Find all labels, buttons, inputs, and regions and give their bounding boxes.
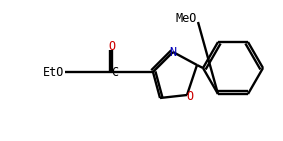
Text: MeO: MeO — [176, 13, 197, 26]
Text: C: C — [112, 66, 119, 79]
Text: O: O — [186, 90, 194, 103]
Text: N: N — [170, 46, 177, 59]
Text: EtO: EtO — [43, 66, 64, 79]
Text: O: O — [108, 39, 115, 52]
